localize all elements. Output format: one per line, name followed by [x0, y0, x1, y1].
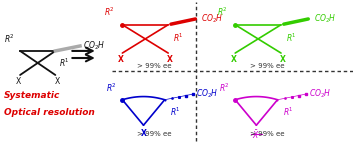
- Text: $CO_2H$: $CO_2H$: [201, 12, 223, 25]
- Text: $R^1$: $R^1$: [59, 57, 70, 69]
- Text: $R^1$: $R^1$: [170, 105, 181, 118]
- Text: $CO_2H$: $CO_2H$: [196, 88, 218, 100]
- Text: X: X: [16, 77, 21, 86]
- Text: $R^1$: $R^1$: [286, 31, 297, 44]
- Text: Optical resolution: Optical resolution: [4, 108, 95, 117]
- Text: X: X: [167, 55, 173, 64]
- Text: $R^1$: $R^1$: [173, 31, 184, 44]
- Text: > 99% ee: > 99% ee: [137, 64, 171, 69]
- Text: $R^2$: $R^2$: [106, 82, 117, 94]
- Text: X: X: [55, 77, 60, 86]
- Text: $CO_2H$: $CO_2H$: [83, 40, 105, 52]
- Text: Systematic: Systematic: [4, 91, 61, 100]
- Text: X: X: [280, 55, 286, 64]
- Text: X: X: [230, 55, 236, 64]
- Text: $CO_2H$: $CO_2H$: [309, 88, 331, 100]
- Text: $CO_2H$: $CO_2H$: [314, 12, 336, 25]
- Text: > 99% ee: > 99% ee: [250, 64, 284, 69]
- Text: X: X: [141, 129, 147, 138]
- Text: > 99% ee: > 99% ee: [137, 131, 171, 137]
- Text: $R^2$: $R^2$: [104, 6, 115, 18]
- Text: $R^2$: $R^2$: [4, 33, 15, 45]
- Text: > 99% ee: > 99% ee: [250, 131, 284, 137]
- Text: $R^2$: $R^2$: [219, 82, 230, 94]
- Text: $R^1$: $R^1$: [283, 105, 294, 118]
- Text: X: X: [118, 55, 124, 64]
- Text: $\bar{X}$: $\bar{X}$: [252, 129, 260, 142]
- Text: $R^2$: $R^2$: [217, 6, 228, 18]
